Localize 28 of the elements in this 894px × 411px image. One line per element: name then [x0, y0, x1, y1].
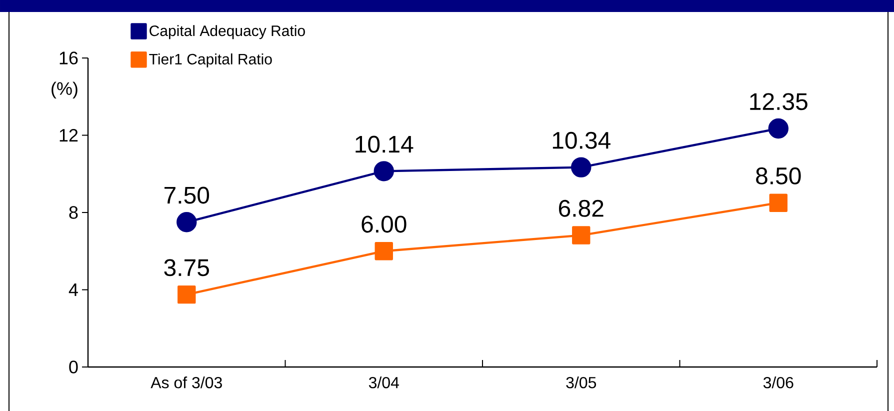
data-label: 6.00: [362, 216, 406, 233]
y-tick-label: 0: [69, 360, 78, 374]
legend-label: Capital Adequacy Ratio: [150, 25, 305, 40]
data-label: 6.82: [559, 200, 604, 217]
x-tick-label: As of 3/03: [150, 376, 222, 388]
y-tick-label: 12: [60, 128, 78, 142]
data-label: 8.50: [756, 167, 801, 184]
y-axis-title: (%): [52, 82, 78, 99]
point: [178, 285, 196, 304]
point: [769, 194, 788, 212]
data-label: 7.50: [164, 186, 210, 204]
point: [572, 226, 590, 244]
y-tick-label: 8: [69, 206, 78, 219]
data-label: 10.14: [356, 136, 414, 153]
point: [768, 118, 788, 139]
data-label: 12.35: [750, 93, 808, 110]
legend-label: Tier1 Capital Ratio: [149, 53, 272, 68]
x-tick-label: 3/05: [566, 376, 596, 388]
y-tick-label: 4: [68, 284, 78, 296]
data-label: 10.34: [552, 132, 610, 149]
point: [176, 212, 197, 232]
x-tick-label: 3/04: [368, 376, 399, 388]
y-tick-label: 16: [60, 52, 78, 64]
point: [374, 242, 393, 260]
point: [374, 161, 394, 182]
point: [571, 157, 592, 178]
data-label: 3.75: [164, 259, 209, 276]
x-tick-label: 3/06: [763, 376, 794, 388]
